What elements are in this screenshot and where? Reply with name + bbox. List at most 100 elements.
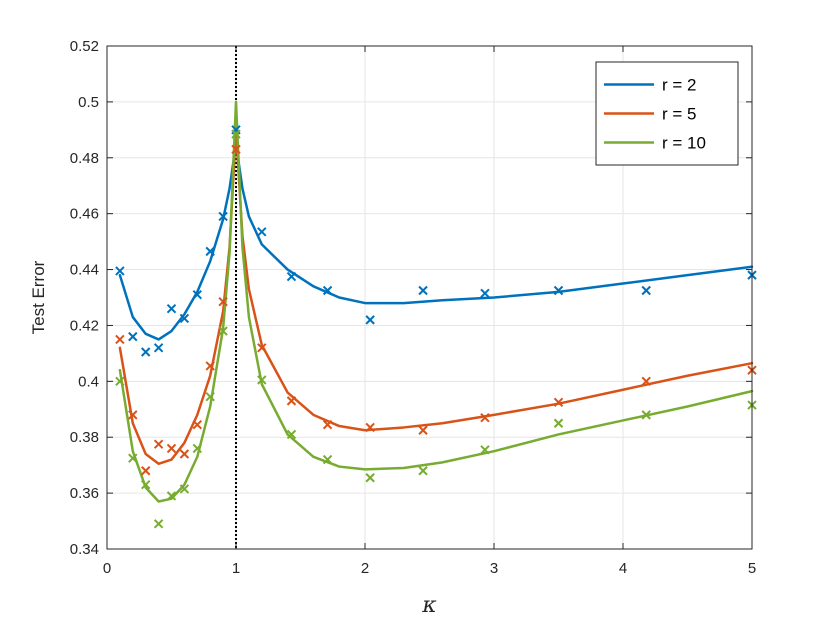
data-point-stroke	[128, 453, 138, 463]
data-point-stroke	[166, 491, 177, 501]
data-point-stroke	[286, 271, 297, 282]
data-point	[257, 343, 267, 353]
data-point-stroke	[153, 439, 164, 449]
data-point	[179, 449, 190, 459]
y-tick-label: 0.4	[78, 373, 99, 390]
data-point-stroke	[205, 246, 215, 257]
data-point	[166, 303, 177, 314]
data-point	[480, 288, 490, 299]
x-tick-label: 0	[103, 560, 111, 577]
data-point-stroke	[480, 288, 490, 299]
x-tick-label: 4	[619, 560, 627, 577]
data-point	[115, 376, 125, 387]
data-point	[179, 484, 190, 494]
x-tick-label: 5	[748, 560, 756, 577]
data-point	[231, 129, 241, 139]
y-tick-label: 0.48	[70, 150, 99, 167]
data-point-stroke	[218, 296, 228, 307]
data-point-stroke	[365, 422, 375, 433]
data-point	[418, 425, 428, 435]
data-point-stroke	[192, 289, 203, 300]
data-point-stroke	[153, 343, 164, 353]
data-point-stroke	[218, 326, 228, 336]
data-point-stroke	[115, 266, 125, 276]
data-point-stroke	[179, 313, 190, 324]
legend: r = 2 r = 5 r = 10	[595, 61, 739, 166]
data-point	[140, 480, 151, 490]
data-point	[128, 410, 138, 420]
data-point	[418, 466, 428, 476]
data-point-stroke	[205, 391, 215, 402]
data-point	[205, 246, 215, 257]
plot-area-border	[106, 45, 753, 550]
series-line-0	[118, 142, 754, 341]
data-point-stroke	[166, 303, 177, 314]
series-markers	[115, 125, 757, 529]
y-tick-label: 0.44	[70, 262, 99, 279]
data-point	[480, 445, 490, 455]
data-point	[322, 419, 333, 430]
data-point	[218, 211, 228, 222]
y-tick-label: 0.36	[70, 485, 99, 502]
data-point	[322, 285, 333, 296]
data-point	[153, 519, 164, 529]
data-point-stroke	[480, 412, 490, 423]
data-point	[192, 443, 203, 454]
data-point	[153, 439, 164, 449]
data-point	[286, 271, 297, 282]
data-point-stroke	[553, 397, 564, 407]
data-point-stroke	[153, 519, 164, 529]
data-point	[641, 285, 651, 296]
data-point	[166, 443, 177, 454]
data-point	[153, 343, 164, 353]
y-tick-label: 0.52	[70, 38, 99, 55]
data-point	[205, 391, 215, 402]
data-point	[365, 422, 375, 433]
data-point	[218, 326, 228, 336]
data-point-stroke	[418, 285, 428, 296]
data-point	[365, 473, 375, 483]
data-point	[365, 315, 375, 325]
data-point-stroke	[192, 419, 203, 430]
data-point	[179, 313, 190, 324]
data-point	[205, 361, 215, 371]
data-point	[166, 491, 177, 501]
data-point	[140, 466, 151, 476]
data-point	[553, 397, 564, 407]
data-point-stroke	[641, 410, 651, 420]
data-point-stroke	[115, 334, 125, 345]
data-point-stroke	[641, 376, 651, 387]
data-point	[553, 285, 564, 296]
x-axis-label: κ	[421, 593, 437, 618]
data-point	[192, 419, 203, 430]
data-point-stroke	[166, 443, 177, 454]
data-point	[641, 410, 651, 420]
legend-label-2: r = 10	[662, 134, 706, 153]
data-point-stroke	[218, 211, 228, 222]
data-point-stroke	[365, 315, 375, 325]
y-tick-label: 0.34	[70, 541, 99, 558]
data-point	[322, 454, 333, 465]
grid	[106, 45, 753, 550]
y-tick-label: 0.42	[70, 317, 99, 334]
data-point	[128, 453, 138, 463]
x-axis-ticks: 0 1 2 3 4 5	[103, 46, 756, 577]
data-point	[115, 266, 125, 276]
y-tick-label: 0.5	[78, 94, 99, 111]
data-point-stroke	[553, 285, 564, 296]
y-axis-label: Test Error	[29, 260, 48, 334]
data-point-stroke	[286, 429, 297, 440]
data-point-stroke	[140, 466, 151, 476]
data-point	[286, 396, 297, 406]
y-axis-ticks: 0.34 0.36 0.38 0.4 0.42 0.44 0.46 0.48 0.5 0.52	[70, 38, 752, 558]
data-point	[128, 331, 138, 342]
legend-label-1: r = 5	[662, 105, 697, 124]
data-point-stroke	[192, 443, 203, 454]
data-point-stroke	[140, 480, 151, 490]
data-point-stroke	[257, 227, 267, 237]
data-point	[480, 412, 490, 423]
data-point-stroke	[205, 361, 215, 371]
data-point-stroke	[115, 376, 125, 387]
data-point	[115, 334, 125, 345]
